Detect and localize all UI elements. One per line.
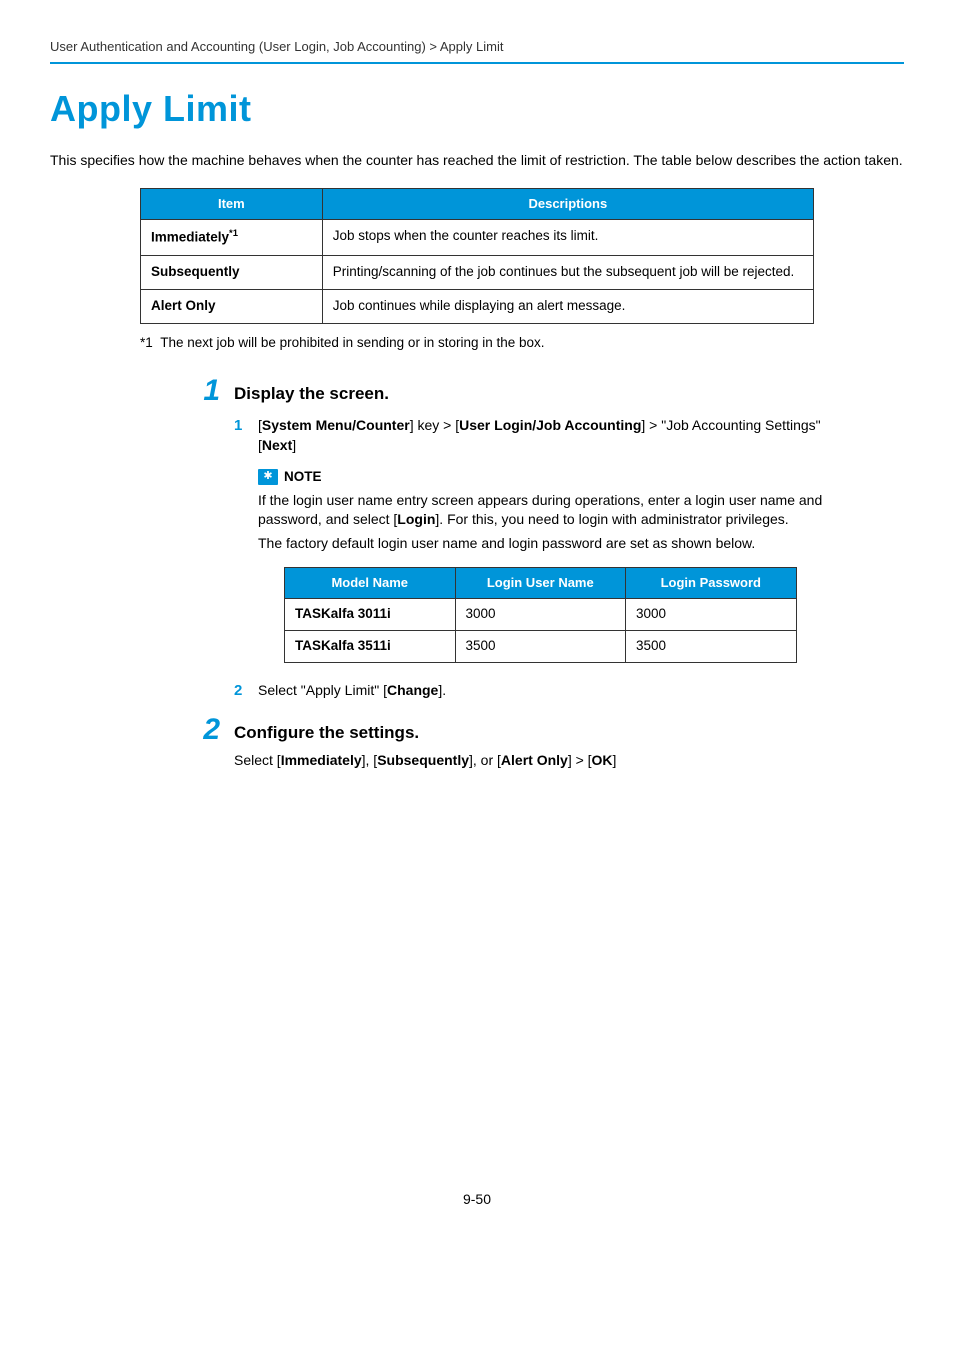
desc-cell: Job stops when the counter reaches its l… <box>322 220 813 255</box>
col-item: Item <box>141 189 323 220</box>
desc-cell: Job continues while displaying an alert … <box>322 289 813 323</box>
note-icon: ✱ <box>258 469 278 485</box>
step-title-1: Display the screen. <box>234 376 389 406</box>
table-row: Subsequently Printing/scanning of the jo… <box>141 255 814 289</box>
step-number-2: 2 <box>188 715 220 745</box>
pass-cell: 3500 <box>626 631 797 663</box>
footnote-label: *1 <box>140 335 153 350</box>
model-cell: TASKalfa 3011i <box>285 599 456 631</box>
model-cell: TASKalfa 3511i <box>285 631 456 663</box>
note-block: ✱ NOTE If the login user name entry scre… <box>258 468 854 664</box>
col-pass: Login Password <box>626 568 797 599</box>
user-cell: 3500 <box>455 631 626 663</box>
pass-cell: 3000 <box>626 599 797 631</box>
items-table: Item Descriptions Immediately*1 Job stop… <box>140 188 814 323</box>
footnote: *1 The next job will be prohibited in se… <box>140 334 814 353</box>
table-row: Immediately*1 Job stops when the counter… <box>141 220 814 255</box>
note-paragraph: If the login user name entry screen appe… <box>258 491 854 530</box>
substep-text: Select "Apply Limit" [Change]. <box>258 681 446 701</box>
footnote-text: The next job will be prohibited in sendi… <box>160 335 544 350</box>
note-label: NOTE <box>284 468 322 487</box>
substep-number: 1 <box>234 416 252 436</box>
breadcrumb: User Authentication and Accounting (User… <box>50 38 904 64</box>
note-paragraph: The factory default login user name and … <box>258 534 854 554</box>
item-cell: Immediately*1 <box>141 220 323 255</box>
step-title-2: Configure the settings. <box>234 715 419 745</box>
desc-cell: Printing/scanning of the job continues b… <box>322 255 813 289</box>
step2-body: Select [Immediately], [Subsequently], or… <box>234 751 854 771</box>
table-row: Alert Only Job continues while displayin… <box>141 289 814 323</box>
intro-paragraph: This specifies how the machine behaves w… <box>50 151 904 171</box>
login-table: Model Name Login User Name Login Passwor… <box>284 567 797 663</box>
user-cell: 3000 <box>455 599 626 631</box>
item-cell: Alert Only <box>141 289 323 323</box>
col-user: Login User Name <box>455 568 626 599</box>
item-cell: Subsequently <box>141 255 323 289</box>
table-row: TASKalfa 3511i 3500 3500 <box>285 631 797 663</box>
col-model: Model Name <box>285 568 456 599</box>
substep-number: 2 <box>234 681 252 701</box>
page-number: 9-50 <box>50 1190 904 1210</box>
page-title: Apply Limit <box>50 84 904 134</box>
substep-text: [System Menu/Counter] key > [User Login/… <box>258 416 854 455</box>
step-number-1: 1 <box>188 376 220 406</box>
table-row: TASKalfa 3011i 3000 3000 <box>285 599 797 631</box>
col-desc: Descriptions <box>322 189 813 220</box>
